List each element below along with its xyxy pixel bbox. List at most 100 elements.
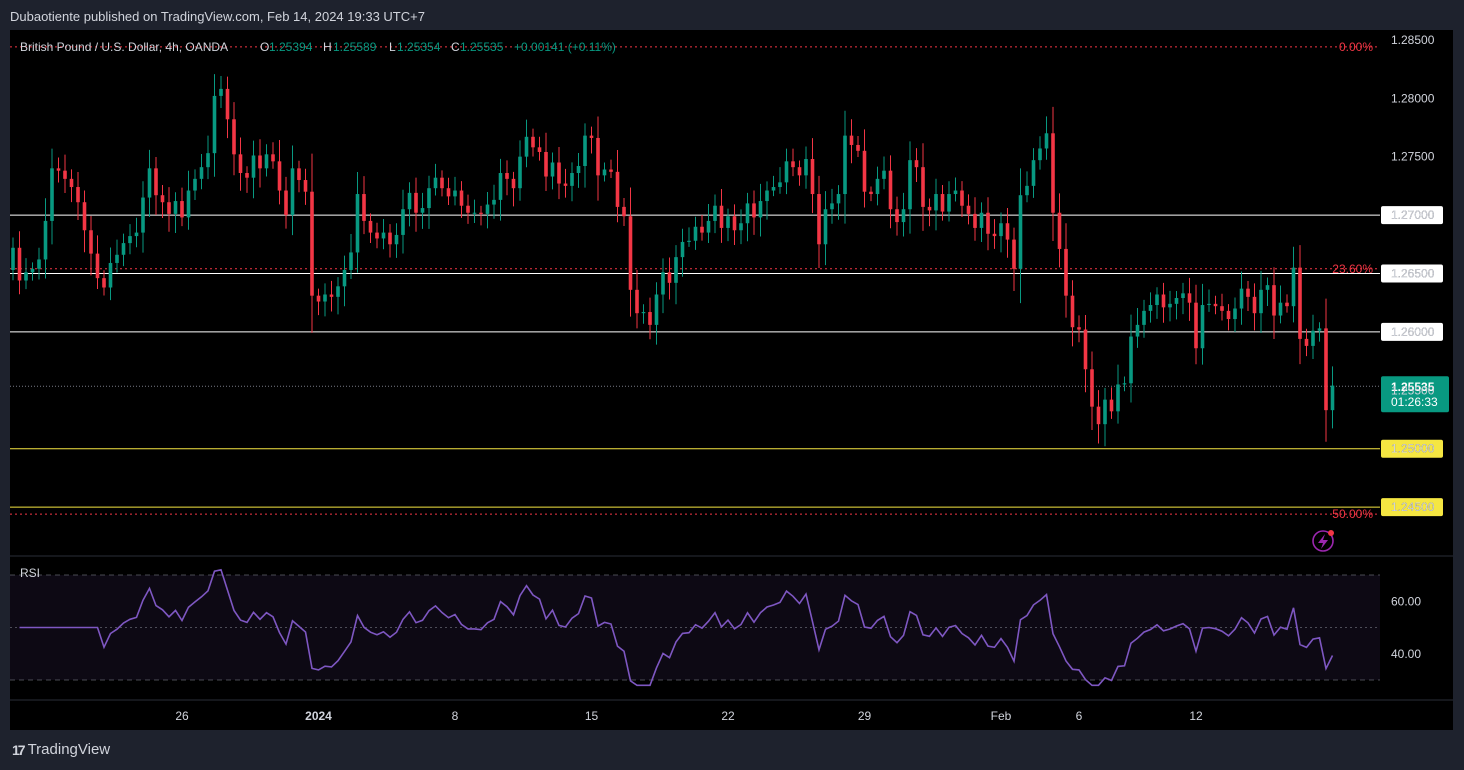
candle-body — [1226, 310, 1231, 320]
candle — [212, 74, 217, 177]
candle-body — [1064, 248, 1068, 296]
candle-body — [1116, 384, 1120, 412]
ohlc-l-label: L — [389, 40, 396, 54]
candle — [999, 212, 1003, 253]
candle — [141, 181, 145, 253]
candle-body — [277, 161, 282, 191]
candle — [76, 172, 80, 221]
chart-frame[interactable] — [10, 30, 1453, 730]
candle-body — [823, 209, 828, 245]
candle — [687, 227, 691, 247]
candle-body — [180, 201, 184, 218]
countdown-label: 01:26:33 — [1391, 395, 1438, 409]
candle-body — [186, 190, 191, 218]
candlestick-series — [11, 74, 1335, 447]
candle — [381, 218, 386, 250]
candle-body — [76, 187, 80, 203]
candle — [1174, 290, 1179, 320]
fib-label: 50.00% — [1332, 507, 1373, 521]
candle-body — [134, 232, 139, 237]
candle — [745, 192, 750, 242]
current-price-tag — [1381, 376, 1449, 413]
price-axis-label: 1.25000 — [1391, 442, 1435, 456]
fib-label: 0.00% — [1339, 40, 1373, 54]
candle — [1272, 267, 1276, 340]
candle-body — [1278, 302, 1283, 316]
lightning-icon[interactable] — [1312, 530, 1334, 552]
candle-body — [69, 178, 74, 188]
candle-body — [199, 167, 204, 179]
symbol-label: British Pound / U.S. Dollar, 4h, OANDA — [20, 40, 228, 54]
candle — [459, 181, 464, 218]
candle — [947, 181, 951, 222]
candle-body — [264, 154, 269, 169]
candle-body — [576, 166, 581, 174]
candle-body — [82, 202, 87, 231]
candle — [862, 129, 867, 208]
candle — [1317, 322, 1322, 342]
tradingview-logo[interactable]: 17 TradingView — [12, 741, 110, 758]
candle-body — [43, 220, 48, 260]
candle-body — [115, 254, 119, 263]
candle-body — [693, 226, 698, 241]
candle — [693, 216, 698, 250]
time-axis-label: 12 — [1189, 709, 1203, 723]
candle-body — [420, 208, 425, 213]
candle — [1291, 246, 1296, 323]
candle — [1259, 270, 1263, 334]
candle — [95, 235, 100, 289]
candle — [219, 75, 223, 108]
candle-body — [258, 155, 262, 169]
candle — [888, 155, 893, 229]
candle-body — [1005, 223, 1010, 240]
candle-body — [1285, 302, 1289, 307]
candle — [927, 198, 932, 227]
candle — [180, 187, 184, 227]
candle — [537, 136, 542, 161]
level-tag — [1381, 322, 1443, 341]
candle-body — [485, 204, 490, 214]
candle — [1213, 295, 1218, 315]
candle — [446, 177, 451, 205]
candle-body — [654, 294, 659, 325]
ohlc-high: 1.25589 — [333, 40, 377, 54]
candle — [908, 141, 912, 234]
candle — [921, 143, 925, 231]
candle — [992, 219, 997, 249]
candle — [1129, 314, 1133, 403]
candle-body — [817, 194, 821, 245]
candle-body — [147, 168, 152, 198]
candle — [232, 102, 236, 176]
candle — [1324, 298, 1328, 442]
fib-label: 23.60% — [1332, 262, 1373, 276]
candle — [284, 176, 288, 229]
candle-body — [173, 201, 178, 214]
level-tag — [1381, 206, 1443, 225]
candle — [635, 269, 639, 329]
candle — [303, 168, 308, 205]
candle-body — [804, 158, 808, 176]
candle-body — [401, 209, 405, 235]
candle-body — [284, 190, 288, 216]
candle-body — [1252, 296, 1257, 314]
price-axis-label: 1.28000 — [1391, 91, 1435, 105]
candle — [316, 288, 321, 316]
candle-body — [927, 206, 932, 211]
candle — [1226, 304, 1231, 331]
candle — [1194, 284, 1198, 365]
candle-body — [1051, 133, 1055, 213]
candle-body — [1239, 288, 1244, 309]
candle — [615, 150, 620, 223]
candle-body — [414, 192, 418, 213]
candle — [1018, 168, 1023, 304]
time-axis-label: 8 — [452, 709, 459, 723]
candle — [869, 186, 873, 202]
candle-body — [713, 205, 717, 221]
candle-body — [862, 150, 867, 192]
candle — [706, 203, 711, 243]
candle-body — [700, 226, 704, 233]
candle-body — [674, 257, 678, 283]
rsi-line — [19, 568, 1334, 687]
candle-body — [719, 205, 724, 228]
